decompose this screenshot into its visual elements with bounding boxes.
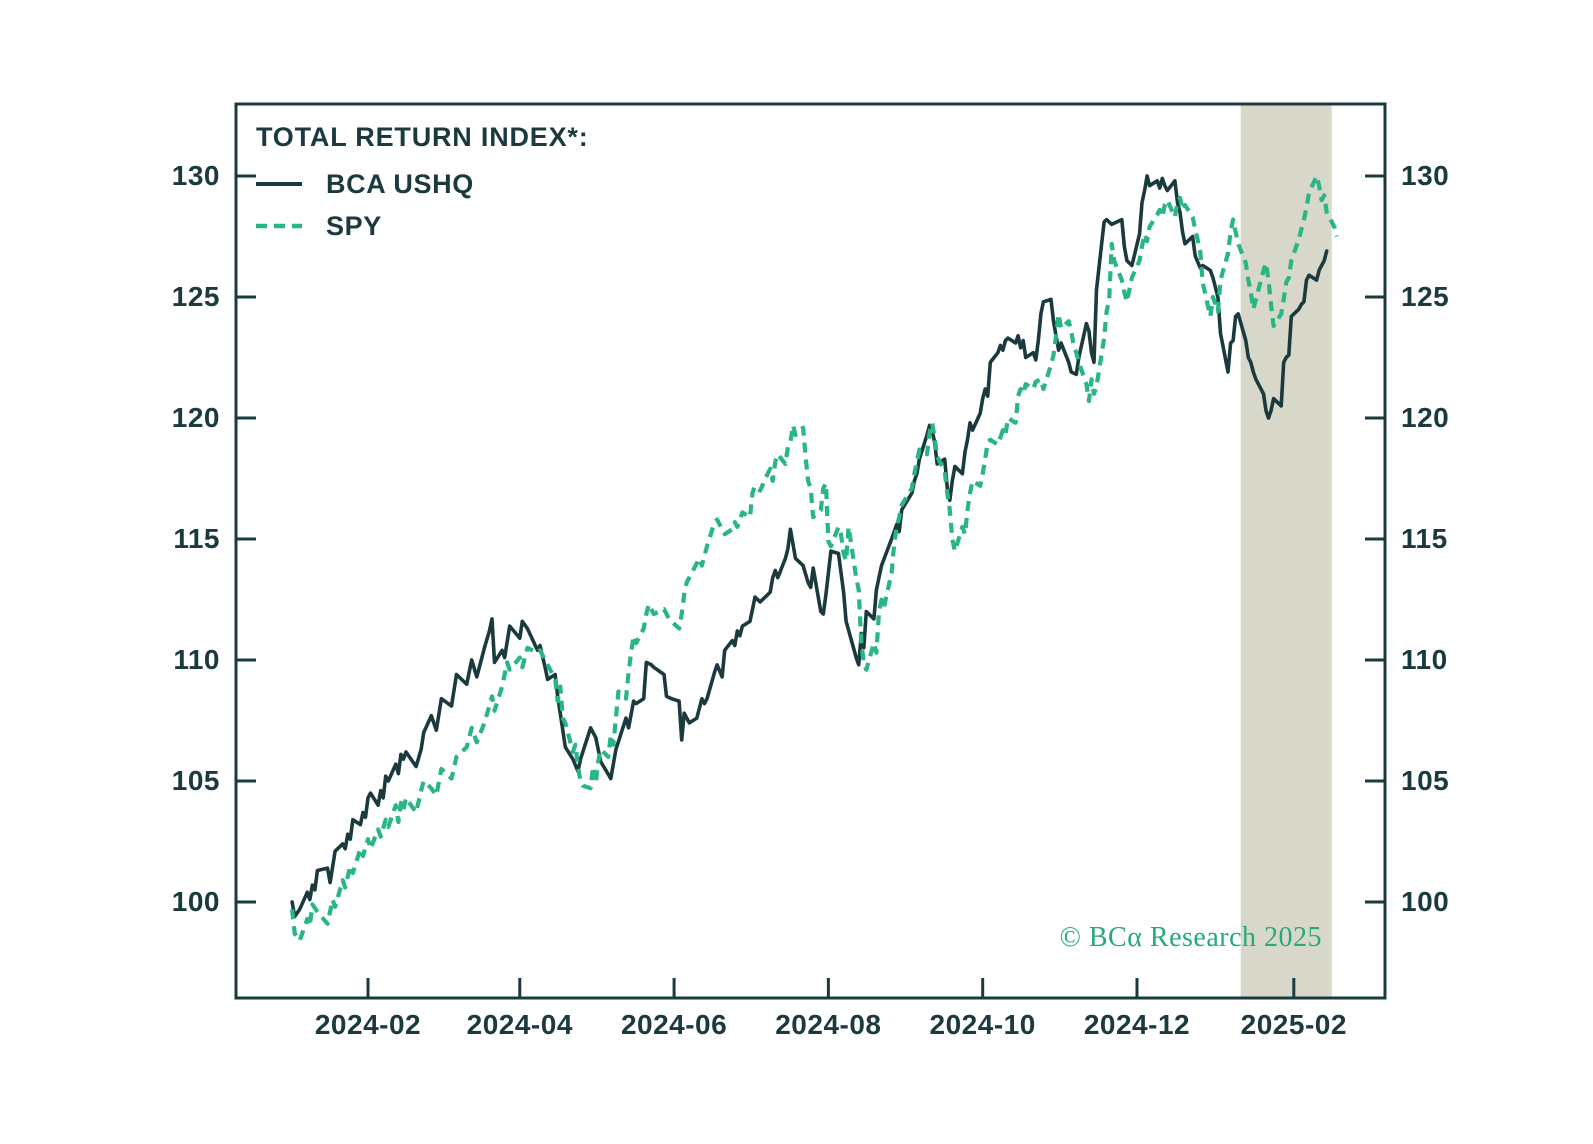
- legend-label-bca-ushq: BCA USHQ: [326, 168, 474, 199]
- y-tick-label-left: 110: [173, 644, 220, 675]
- y-tick-label-right: 100: [1401, 886, 1450, 917]
- y-tick-label-right: 130: [1401, 160, 1450, 191]
- x-tick-label: 2024-06: [620, 1009, 728, 1040]
- axis-ticks: [236, 174, 1385, 998]
- legend-item-bca-ushq: BCA USHQ: [256, 163, 589, 205]
- series-spy-line-dashes: [290, 173, 1339, 943]
- x-tick-label: 2024-08: [775, 1009, 882, 1040]
- x-tick-label: 2024-04: [466, 1009, 573, 1040]
- y-tick-label-left: 105: [171, 765, 220, 796]
- y-tick-label-left: 120: [171, 402, 220, 433]
- plot-frame: [234, 102, 1387, 1000]
- highlight-band: [1240, 104, 1332, 998]
- x-tick-label: 2024-12: [1083, 1009, 1191, 1040]
- y-tick-label-right: 120: [1401, 402, 1450, 433]
- solid-line-icon: [256, 182, 302, 186]
- y-tick-label-right: 125: [1401, 281, 1450, 312]
- y-tick-label-right: 110: [1401, 644, 1448, 675]
- y-tick-label-left: 130: [171, 160, 220, 191]
- y-tick-label-left: 100: [171, 886, 220, 917]
- copyright-text: © BCα Research 2025: [1059, 922, 1322, 953]
- x-tick-label: 2024-02: [314, 1009, 422, 1040]
- legend-title: TOTAL RETURN INDEX*:: [256, 122, 589, 152]
- x-tick-label: 2024-10: [929, 1009, 1036, 1040]
- y-tick-label-right: 115: [1401, 523, 1448, 554]
- series-bca-ushq-line: [290, 174, 1329, 919]
- legend-item-spy: SPY: [256, 205, 589, 247]
- series-spy-line: [292, 176, 1337, 941]
- y-tick-label-left: 125: [171, 281, 220, 312]
- y-tick-label-right: 105: [1401, 765, 1450, 796]
- y-tick-label-left: 115: [173, 523, 220, 554]
- x-tick-label: 2025-02: [1240, 1009, 1347, 1040]
- legend-label-spy: SPY: [326, 210, 382, 241]
- legend: TOTAL RETURN INDEX*: BCA USHQ SPY: [256, 122, 589, 247]
- dashed-line-icon: [256, 223, 302, 229]
